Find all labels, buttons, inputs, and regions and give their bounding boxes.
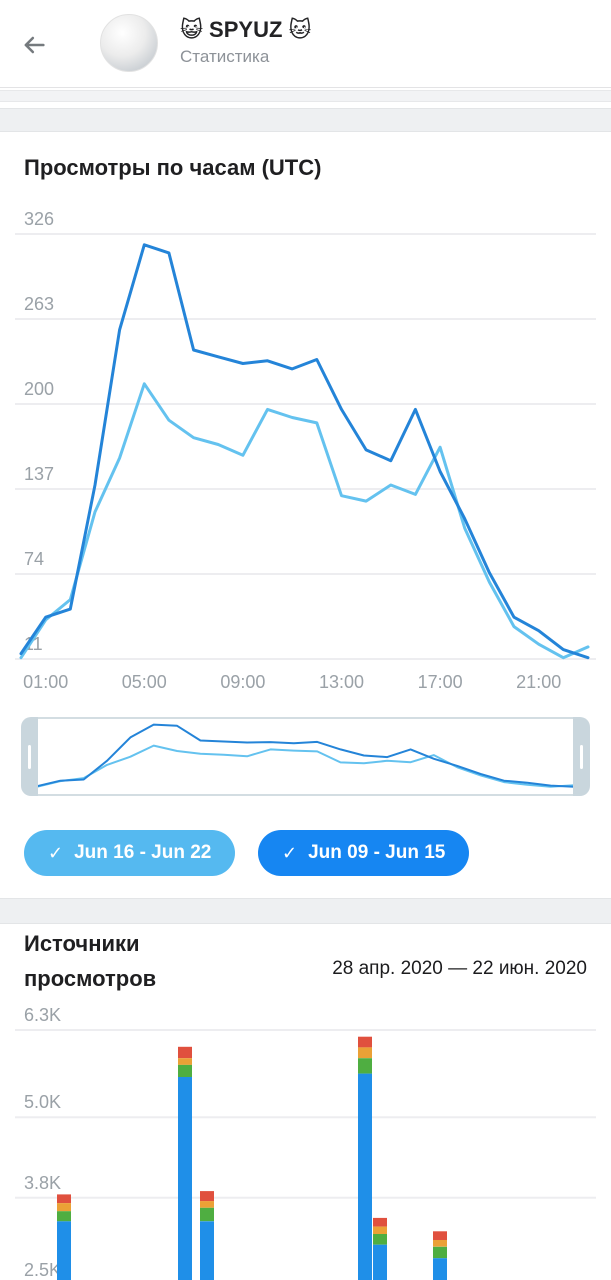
range-slider-right-handle[interactable] bbox=[573, 717, 590, 796]
page-subtitle: Статистика bbox=[180, 47, 270, 66]
date-range-label: 28 апр. 2020 — 22 июн. 2020 bbox=[332, 958, 587, 979]
back-button[interactable] bbox=[16, 28, 52, 64]
views-by-hour-chart[interactable]: 11 74 137 200 263 326 01:00 05:00 09:00 13:00 17:0… bbox=[0, 200, 611, 700]
check-icon: ✓ bbox=[282, 842, 298, 863]
top-bar: 😺 SPYUZ 🐱 Статистика bbox=[0, 0, 611, 88]
svg-text:263: 263 bbox=[24, 294, 54, 314]
range-slider[interactable] bbox=[21, 717, 590, 796]
channel-avatar[interactable] bbox=[100, 14, 158, 72]
arrow-left-icon bbox=[24, 36, 45, 53]
section-divider bbox=[0, 898, 611, 924]
section-divider bbox=[0, 90, 611, 102]
svg-text:200: 200 bbox=[24, 379, 54, 399]
svg-text:3.8K: 3.8K bbox=[24, 1173, 61, 1193]
svg-text:2.5K: 2.5K bbox=[24, 1260, 61, 1280]
svg-text:326: 326 bbox=[24, 209, 54, 229]
range-slider-left-handle[interactable] bbox=[21, 717, 38, 796]
range-slider-minimap bbox=[36, 723, 575, 788]
svg-text:5.0K: 5.0K bbox=[24, 1092, 61, 1112]
view-sources-title: Источники просмотров bbox=[24, 931, 157, 991]
range-slider-frame bbox=[36, 717, 575, 796]
svg-text:11: 11 bbox=[24, 634, 43, 654]
svg-text:137: 137 bbox=[24, 464, 54, 484]
svg-text:05:00: 05:00 bbox=[122, 672, 167, 692]
svg-text:13:00: 13:00 bbox=[319, 672, 364, 692]
view-sources-chart[interactable]: 6.3K 5.0K 3.8K 2.5K bbox=[0, 1005, 611, 1280]
legend-pill-label: Jun 16 - Jun 22 bbox=[74, 842, 212, 863]
svg-text:74: 74 bbox=[24, 549, 44, 569]
svg-text:21:00: 21:00 bbox=[516, 672, 561, 692]
legend-pill-label: Jun 09 - Jun 15 bbox=[308, 842, 446, 863]
header-titles: 😺 SPYUZ 🐱 Статистика bbox=[180, 15, 311, 69]
channel-title: 😺 SPYUZ 🐱 bbox=[180, 17, 312, 42]
svg-text:09:00: 09:00 bbox=[220, 672, 265, 692]
legend-pill-jun16-jun22[interactable]: ✓ Jun 16 - Jun 22 bbox=[24, 830, 236, 876]
views-by-hour-title: Просмотры по часам (UTC) bbox=[24, 155, 322, 180]
svg-text:17:00: 17:00 bbox=[418, 672, 463, 692]
legend-pill-jun09-jun15[interactable]: ✓ Jun 09 - Jun 15 bbox=[258, 830, 470, 876]
section-divider bbox=[0, 108, 611, 132]
check-icon: ✓ bbox=[48, 842, 64, 863]
svg-text:01:00: 01:00 bbox=[23, 672, 68, 692]
svg-text:6.3K: 6.3K bbox=[24, 1005, 61, 1025]
